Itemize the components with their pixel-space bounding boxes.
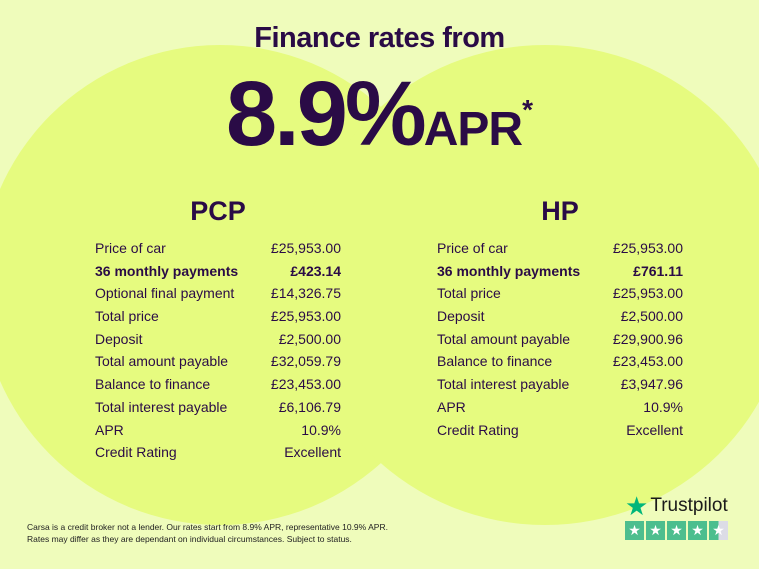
table-row: Credit Rating Excellent: [437, 419, 683, 442]
hp-title: HP: [541, 196, 579, 226]
table-row: Price of car £25,953.00: [437, 237, 683, 260]
row-value: £2,500.00: [278, 330, 341, 347]
trustpilot-label: Trustpilot: [650, 495, 728, 516]
row-label: Balance to finance: [437, 353, 553, 370]
row-label: Total price: [95, 308, 159, 325]
row-label: Total amount payable: [95, 353, 229, 370]
table-row: Total price £25,953.00: [95, 305, 341, 328]
rating-star-icon: ★: [625, 521, 644, 540]
row-value: 10.9%: [643, 398, 683, 415]
pcp-table: PCP Price of car £25,953.00 36 monthly pay…: [95, 196, 341, 464]
row-label: APR: [95, 421, 124, 438]
row-value: £32,059.79: [270, 353, 341, 370]
rate-value: 8.9%: [226, 63, 427, 165]
row-value: £3,947.96: [620, 376, 683, 393]
table-row: 36 monthly payments £423.14: [95, 260, 341, 283]
rate-banner: 8.9%APR*: [0, 62, 759, 167]
row-value: Excellent: [284, 444, 341, 461]
row-value: £423.14: [290, 262, 341, 279]
table-row: Deposit £2,500.00: [95, 328, 341, 351]
apr-label: APR: [423, 103, 523, 156]
row-value: £6,106.79: [278, 398, 341, 415]
table-row: APR 10.9%: [437, 396, 683, 419]
row-value: £25,953.00: [270, 240, 341, 256]
trustpilot-star-icon: ★: [625, 491, 649, 521]
row-value: £2,500.00: [620, 308, 683, 325]
row-label: Credit Rating: [437, 421, 519, 438]
row-value: £23,453.00: [270, 376, 341, 393]
row-label: Total interest payable: [95, 398, 228, 415]
table-row: Deposit £2,500.00: [437, 305, 683, 328]
rating-star-icon: ★: [688, 521, 707, 540]
trustpilot-badge: ★ Trustpilot ★ ★ ★ ★ ★: [625, 491, 728, 540]
rating-star-icon: ★: [646, 521, 665, 540]
table-row: Total amount payable £29,900.96: [437, 328, 683, 351]
row-label: Deposit: [95, 330, 143, 347]
row-label: 36 monthly payments: [95, 262, 239, 279]
row-label: APR: [437, 398, 466, 415]
trustpilot-logo: ★ Trustpilot: [625, 491, 728, 521]
background-circle-right: [300, 45, 759, 525]
row-label: Total interest payable: [437, 376, 570, 393]
asterisk: *: [522, 94, 533, 125]
row-value: £29,900.96: [612, 330, 683, 347]
table-row: Total interest payable £6,106.79: [95, 396, 341, 419]
row-label: Total amount payable: [437, 330, 571, 347]
disclaimer-line-1: Carsa is a credit broker not a lender. O…: [27, 522, 388, 532]
row-label: Credit Rating: [95, 444, 177, 461]
table-row: Balance to finance £23,453.00: [437, 350, 683, 373]
row-label: Deposit: [437, 308, 485, 325]
trustpilot-rating: ★ ★ ★ ★ ★: [625, 521, 728, 540]
row-value: £14,326.75: [270, 285, 341, 302]
rating-star-icon: ★: [709, 521, 728, 540]
row-value: 10.9%: [301, 421, 341, 438]
row-value: £761.11: [633, 262, 683, 279]
pcp-title: PCP: [190, 196, 246, 226]
table-row: APR 10.9%: [95, 419, 341, 442]
table-row: Total price £25,953.00: [437, 282, 683, 305]
row-value: £25,953.00: [270, 308, 341, 325]
row-value: Excellent: [626, 421, 683, 438]
row-label: Balance to finance: [95, 376, 211, 393]
row-label: Price of car: [95, 240, 166, 256]
row-value: £25,953.00: [612, 240, 683, 256]
headline: Finance rates from: [254, 22, 505, 54]
table-row: Optional final payment £14,326.75: [95, 282, 341, 305]
rating-star-icon: ★: [667, 521, 686, 540]
table-row: Total amount payable £32,059.79: [95, 350, 341, 373]
row-value: £23,453.00: [612, 353, 683, 370]
table-row: 36 monthly payments £761.11: [437, 260, 683, 283]
row-label: Price of car: [437, 240, 508, 256]
disclaimer: Carsa is a credit broker not a lender. O…: [27, 521, 388, 545]
table-row: Credit Rating Excellent: [95, 441, 341, 464]
row-label: Total price: [437, 285, 501, 302]
disclaimer-line-2: Rates may differ as they are dependant o…: [27, 534, 352, 544]
table-row: Total interest payable £3,947.96: [437, 373, 683, 396]
row-value: £25,953.00: [612, 285, 683, 302]
row-label: Optional final payment: [95, 285, 235, 302]
table-row: Price of car £25,953.00: [95, 237, 341, 260]
hp-table: HP Price of car £25,953.00 36 monthly paym…: [437, 196, 683, 441]
table-row: Balance to finance £23,453.00: [95, 373, 341, 396]
row-label: 36 monthly payments: [437, 262, 581, 279]
